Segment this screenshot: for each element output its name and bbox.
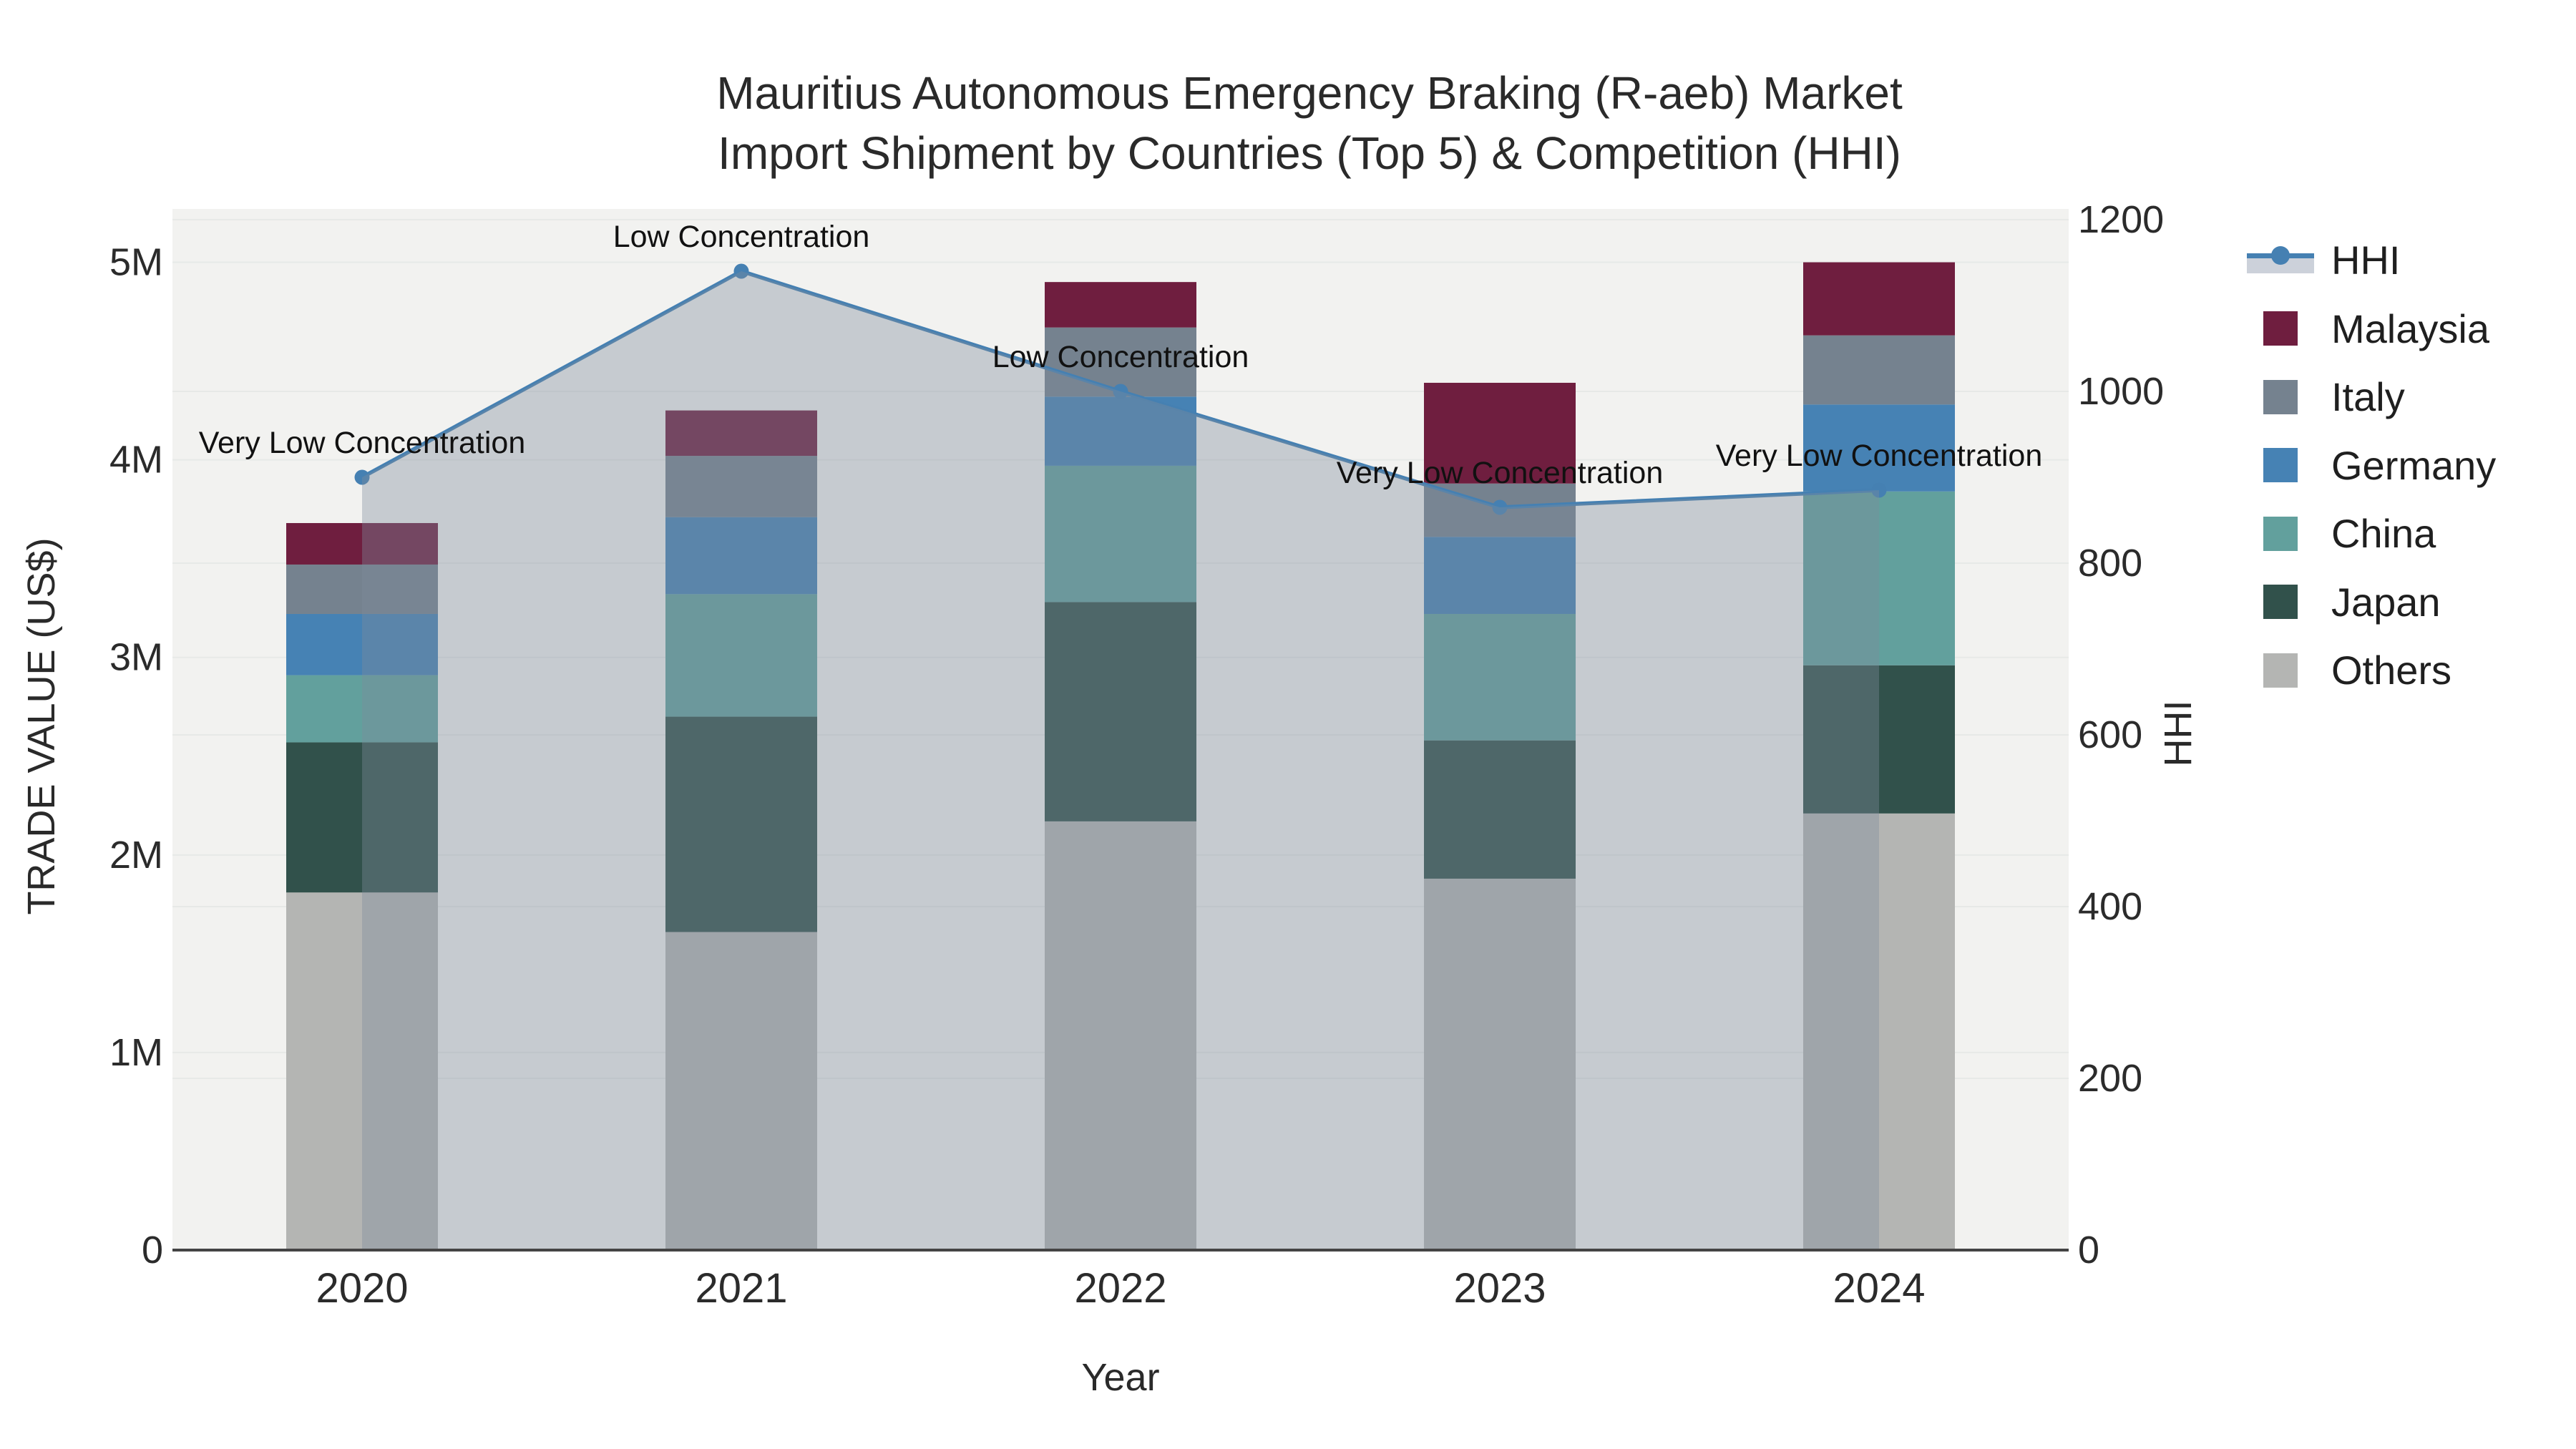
y-right-tick-600: 600 <box>2078 713 2142 756</box>
y-right-tick-400: 400 <box>2078 885 2142 928</box>
legend-item-germany[interactable]: Germany <box>2247 431 2496 500</box>
hhi-marker-2023 <box>1492 499 1508 515</box>
hhi-marker-2022 <box>1113 384 1128 399</box>
hhi-marker-2021 <box>733 263 749 279</box>
bar-segment-germany-2024 <box>1803 404 1955 492</box>
legend-item-japan[interactable]: Japan <box>2247 568 2496 637</box>
bar-segment-malaysia-2021 <box>665 410 817 457</box>
y-left-tick-2M: 2M <box>109 834 163 877</box>
bar-segment-china-2020 <box>286 675 438 743</box>
legend-color-square <box>2263 653 2298 688</box>
legend-item-hhi[interactable]: HHI <box>2247 226 2496 295</box>
legend-item-china[interactable]: China <box>2247 499 2496 568</box>
y-left-tick-0: 0 <box>142 1229 163 1272</box>
color-swatch-icon <box>2247 585 2314 620</box>
bar-segment-italy-2024 <box>1803 335 1955 405</box>
chart-title: Mauritius Autonomous Emergency Braking (… <box>716 63 1903 183</box>
x-tick-2022: 2022 <box>1074 1265 1166 1312</box>
y-left-tick-4M: 4M <box>109 439 163 482</box>
bar-segment-japan-2023 <box>1424 740 1576 879</box>
bar-segment-malaysia-2024 <box>1803 262 1955 336</box>
bar-segment-others-2022 <box>1045 821 1196 1250</box>
bar-segment-china-2022 <box>1045 465 1196 602</box>
legend-label: HHI <box>2331 238 2401 283</box>
legend-item-others[interactable]: Others <box>2247 636 2496 705</box>
legend-color-square <box>2263 585 2298 620</box>
legend-color-square <box>2263 448 2298 483</box>
bar-segment-japan-2024 <box>1803 665 1955 814</box>
bar-segment-germany-2021 <box>665 517 817 595</box>
legend-label: China <box>2331 511 2436 557</box>
chart-title-line1: Mauritius Autonomous Emergency Braking (… <box>716 67 1903 119</box>
bar-segment-malaysia-2020 <box>286 522 438 565</box>
y-right-tick-800: 800 <box>2078 542 2142 585</box>
color-swatch-icon <box>2247 311 2314 346</box>
x-tick-2023: 2023 <box>1453 1265 1546 1312</box>
bar-segment-germany-2023 <box>1424 537 1576 614</box>
annotation-2020: Very Low Concentration <box>199 426 526 460</box>
bar-segment-japan-2021 <box>665 716 817 932</box>
hhi-marker-2024 <box>1871 482 1887 498</box>
hhi-marker-glyph <box>2271 245 2290 265</box>
bar-segment-germany-2020 <box>286 613 438 675</box>
bar-segment-malaysia-2022 <box>1045 282 1196 328</box>
legend-label: Germany <box>2331 442 2497 488</box>
legend-label: Italy <box>2331 374 2405 420</box>
x-tick-2024: 2024 <box>1833 1265 1925 1312</box>
legend-color-square <box>2263 379 2298 414</box>
y-left-axis-title: TRADE VALUE (US$) <box>20 537 63 915</box>
chart-title-line2: Import Shipment by Countries (Top 5) & C… <box>718 127 1901 179</box>
y-left-tick-1M: 1M <box>109 1031 163 1074</box>
y-right-tick-1000: 1000 <box>2078 370 2164 413</box>
bar-segment-others-2021 <box>665 932 817 1250</box>
color-swatch-icon <box>2247 653 2314 688</box>
color-swatch-icon <box>2247 516 2314 551</box>
y-right-tick-200: 200 <box>2078 1057 2142 1100</box>
legend-item-malaysia[interactable]: Malaysia <box>2247 295 2496 364</box>
legend-label: Malaysia <box>2331 306 2489 351</box>
legend-color-square <box>2263 311 2298 346</box>
legend-item-italy[interactable]: Italy <box>2247 363 2496 431</box>
x-axis-title: Year <box>1081 1356 1160 1399</box>
bar-segment-others-2024 <box>1803 813 1955 1250</box>
y-left-tick-3M: 3M <box>109 636 163 679</box>
x-tick-2020: 2020 <box>316 1265 408 1312</box>
bar-segment-malaysia-2023 <box>1424 382 1576 484</box>
bar-segment-japan-2022 <box>1045 602 1196 821</box>
bar-segment-others-2023 <box>1424 878 1576 1250</box>
bar-segment-others-2020 <box>286 892 438 1250</box>
y-right-tick-1200: 1200 <box>2078 198 2164 241</box>
hhi-line-swatch-icon <box>2247 245 2314 276</box>
bar-segment-china-2023 <box>1424 613 1576 741</box>
y-left-tick-5M: 5M <box>109 241 163 284</box>
annotation-2022: Low Concentration <box>992 340 1249 374</box>
x-tick-2021: 2021 <box>695 1265 787 1312</box>
hhi-marker-2020 <box>354 469 370 485</box>
legend-color-square <box>2263 516 2298 551</box>
color-swatch-icon <box>2247 379 2314 414</box>
bar-segment-italy-2020 <box>286 564 438 614</box>
hhi-area-fill <box>362 271 1879 1250</box>
legend-label: Others <box>2331 648 2452 693</box>
annotation-2023: Very Low Concentration <box>1337 456 1664 490</box>
annotation-2021: Low Concentration <box>613 220 870 254</box>
legend-label: Japan <box>2331 579 2441 625</box>
bar-segment-italy-2021 <box>665 456 817 517</box>
bar-segment-japan-2020 <box>286 742 438 893</box>
bar-segment-china-2021 <box>665 594 817 717</box>
color-swatch-icon <box>2247 448 2314 483</box>
y-right-axis-title: HHI <box>2157 700 2200 767</box>
y-right-tick-0: 0 <box>2078 1229 2099 1272</box>
bar-segment-china-2024 <box>1803 491 1955 665</box>
legend: HHI Malaysia Italy Germany China Japan Others <box>2247 226 2496 705</box>
annotation-2024: Very Low Concentration <box>1716 439 2043 473</box>
